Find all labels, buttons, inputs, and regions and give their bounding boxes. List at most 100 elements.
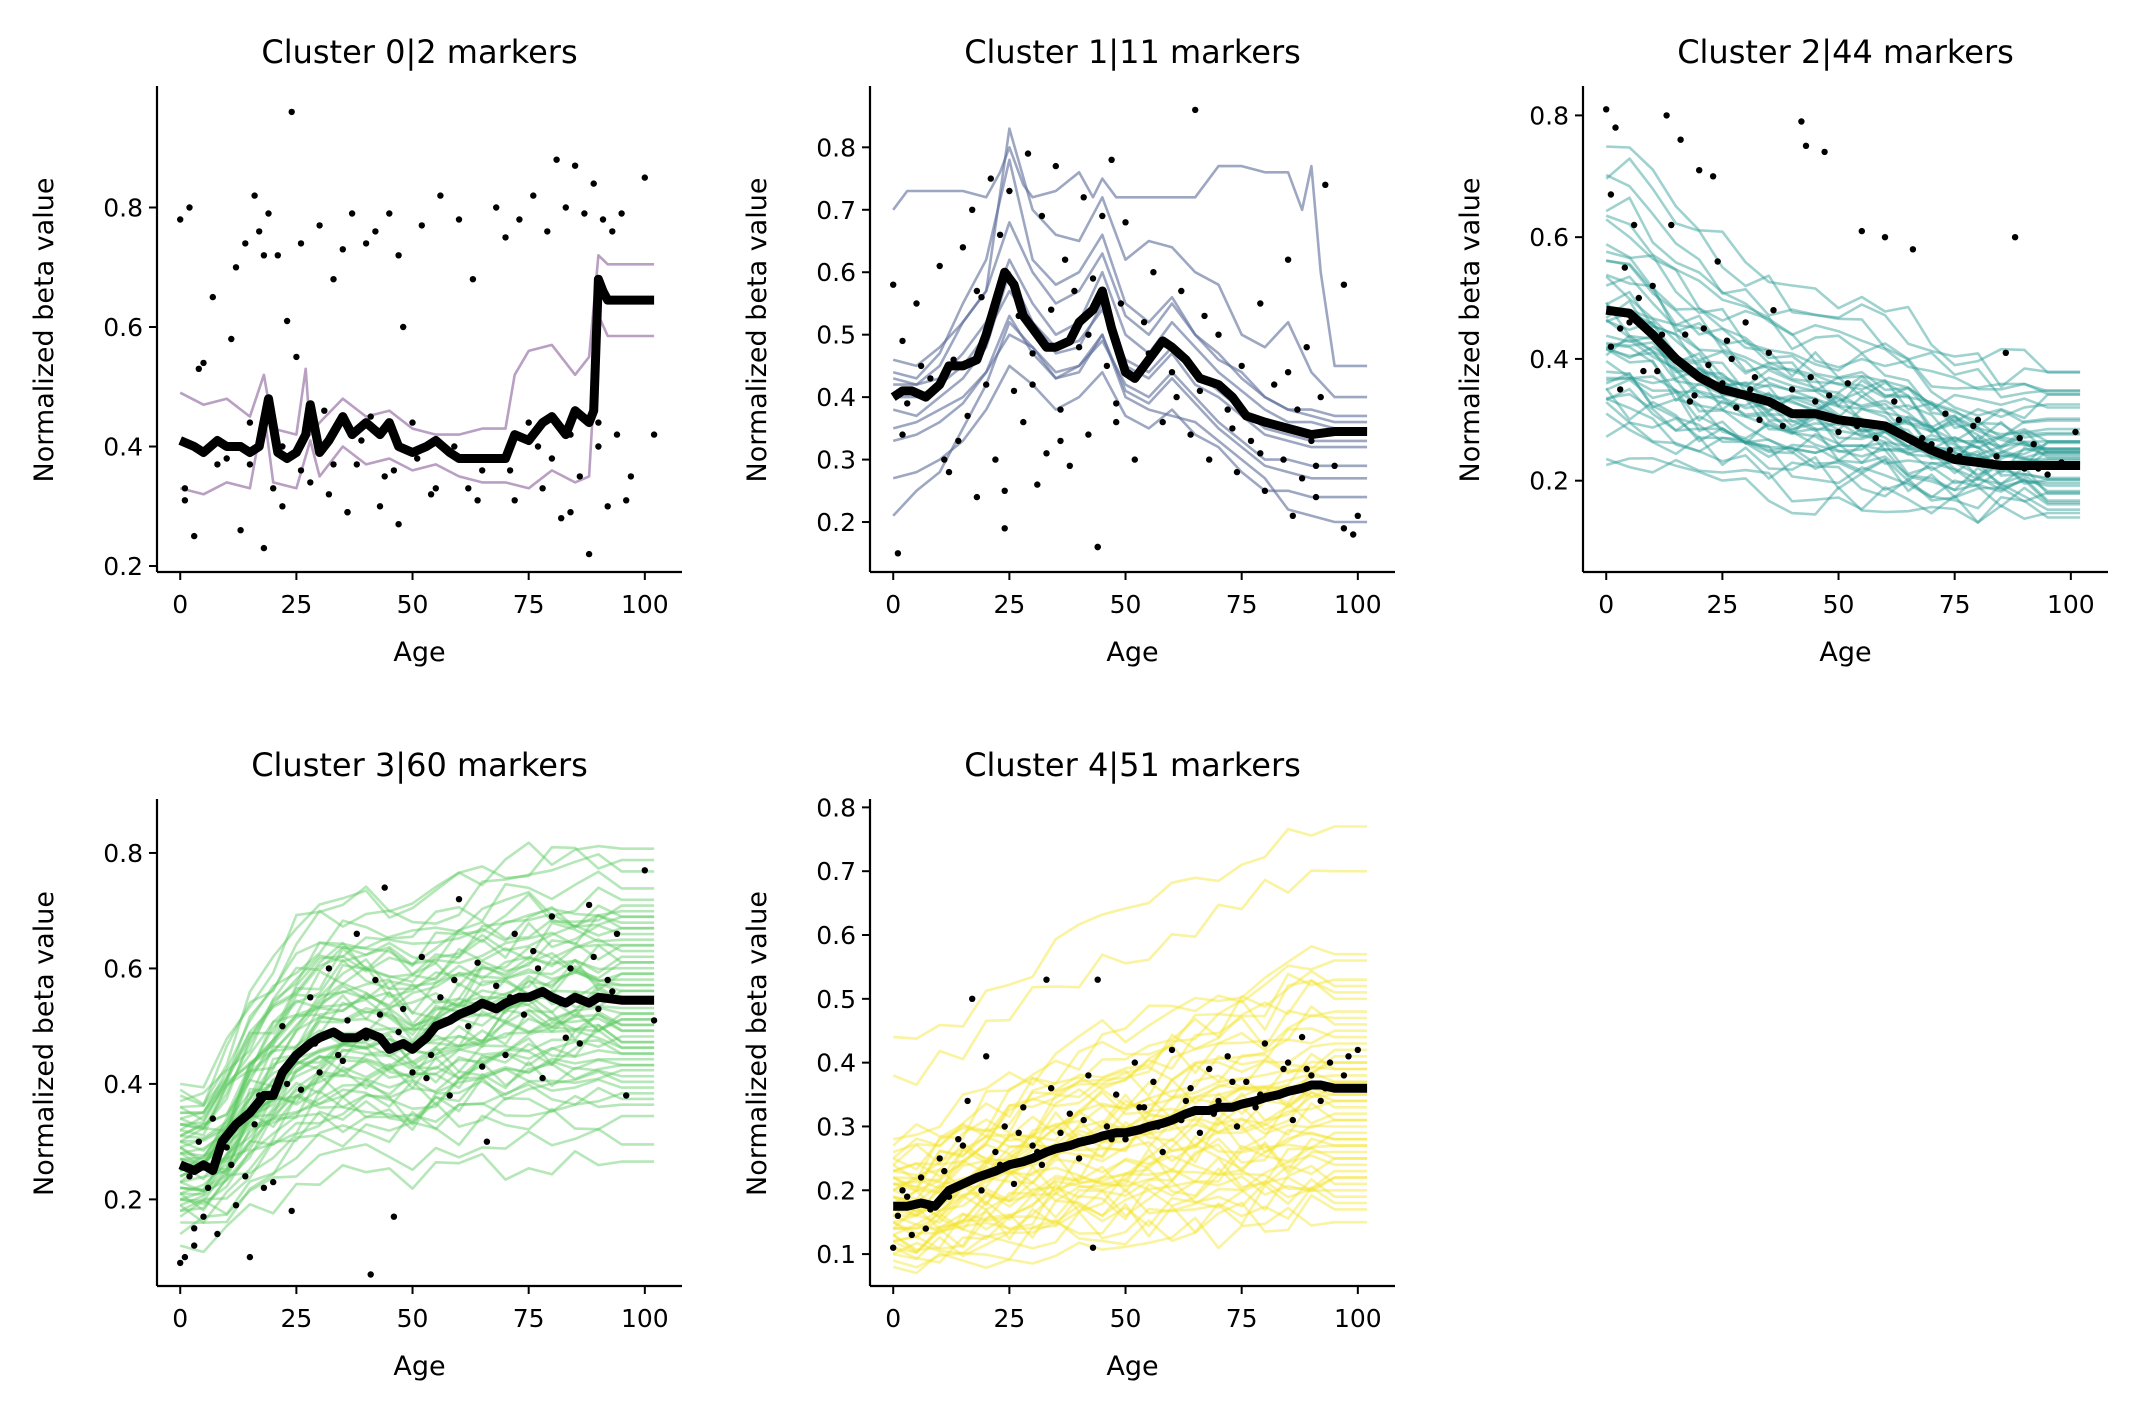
marker-line-5 [892, 1164, 1368, 1254]
data-point [437, 994, 444, 1001]
marker-line-0 [179, 1149, 655, 1254]
data-point [1714, 258, 1721, 265]
marker-line-1 [892, 127, 1368, 399]
data-point [1696, 167, 1703, 174]
data-point [1229, 425, 1236, 432]
data-point [520, 1011, 528, 1018]
data-point [613, 930, 621, 937]
data-point [992, 1148, 999, 1156]
data-point [1354, 512, 1362, 519]
x-tick-label: 50 [397, 1304, 429, 1333]
data-point [242, 1173, 249, 1180]
data-point [427, 1051, 435, 1059]
data-point [191, 532, 198, 540]
data-point [613, 431, 621, 438]
data-point [1001, 1123, 1008, 1130]
plot-area [890, 825, 1368, 1275]
data-point [237, 527, 244, 534]
data-point [987, 175, 994, 182]
marker-line-9 [1606, 259, 2081, 427]
data-point [506, 467, 514, 474]
data-point [1075, 1155, 1083, 1162]
data-point [195, 365, 202, 372]
data-point [325, 491, 333, 498]
marker-line-14 [1605, 290, 2081, 451]
data-point [1294, 406, 1301, 413]
data-point [195, 1138, 202, 1145]
data-point [1709, 173, 1717, 180]
data-point [279, 1022, 286, 1030]
mean-trend-line [178, 987, 655, 1175]
data-point [1085, 331, 1092, 338]
marker-line-57 [180, 1039, 655, 1196]
y-tick-label: 0.8 [1529, 101, 1569, 130]
marker-line-34 [179, 907, 655, 1130]
marker-line-50 [893, 1063, 1368, 1180]
data-point [1196, 1129, 1204, 1137]
data-point [409, 419, 416, 426]
data-point [200, 359, 207, 367]
marker-line-31 [179, 921, 655, 1132]
x-axis-label: Age [1106, 1351, 1158, 1382]
data-point [1257, 450, 1264, 457]
data-point [246, 1253, 254, 1261]
data-point [1271, 381, 1278, 388]
panel-cluster-4: 0 25 50 75 100 0.1 0.2 0.3 0.4 0.5 0.6 0.7 0.8 Cluste… [742, 746, 1395, 1382]
data-point [1182, 1097, 1190, 1105]
data-point [232, 264, 240, 271]
data-point [246, 461, 254, 468]
data-point [553, 156, 560, 163]
data-point [1024, 150, 1032, 157]
marker-line-43 [180, 1067, 655, 1193]
data-point [390, 1213, 398, 1220]
marker-line-52 [179, 951, 655, 1138]
data-point [418, 222, 425, 229]
data-point [246, 419, 254, 426]
data-point [1140, 1104, 1148, 1111]
marker-line-41 [892, 1147, 1368, 1252]
data-point [1057, 406, 1064, 413]
data-point [1858, 227, 1866, 235]
data-point [1089, 275, 1097, 282]
panel-title: Cluster 0|2 markers [261, 33, 577, 71]
data-point [1345, 1053, 1352, 1060]
data-point [959, 1142, 967, 1149]
data-point [1280, 1065, 1287, 1073]
data-point [1668, 221, 1675, 229]
data-point [936, 262, 943, 270]
data-point [1284, 1059, 1292, 1066]
data-point [983, 1053, 990, 1060]
data-point [1085, 431, 1092, 438]
marker-line-0 [892, 146, 1368, 368]
data-point [395, 252, 402, 259]
data-point [1733, 404, 1740, 411]
x-tick-label: 0 [172, 590, 188, 619]
data-point [1006, 187, 1013, 195]
data-point [978, 294, 985, 301]
mean-trend-line [1605, 305, 2081, 470]
marker-line-20 [179, 984, 655, 1181]
data-point [1682, 331, 1689, 338]
data-point [964, 412, 971, 420]
marker-line-23 [179, 967, 655, 1155]
data-point [181, 1253, 189, 1261]
y-axis-label: Normalized beta value [742, 178, 773, 483]
data-point [1113, 418, 1120, 426]
y-tick-label: 0.3 [816, 1112, 856, 1141]
data-point [1187, 431, 1194, 438]
data-point [242, 240, 249, 247]
data-point [623, 497, 630, 504]
y-axis-label: Normalized beta value [1455, 178, 1486, 483]
data-point [214, 1230, 221, 1238]
data-point [1094, 543, 1101, 551]
data-point [386, 210, 393, 217]
data-point [1747, 386, 1754, 393]
data-point [595, 419, 602, 426]
data-point [996, 231, 1004, 238]
data-point [483, 1138, 491, 1145]
marker-line-0 [1606, 145, 2081, 374]
data-point [325, 965, 333, 972]
marker-line-23 [892, 1052, 1368, 1214]
data-point [1802, 142, 1810, 149]
